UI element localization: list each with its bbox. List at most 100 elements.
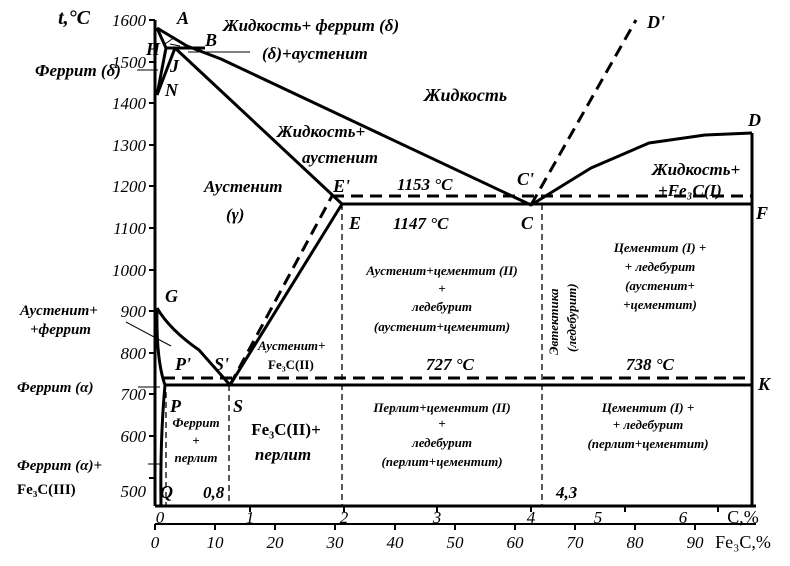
region-text-line: Цементит (I) + bbox=[613, 240, 707, 255]
region-ferrite-alpha: Феррит (α) bbox=[17, 380, 93, 396]
point-j: J bbox=[169, 56, 180, 76]
region-text-line: Цементит (I) + bbox=[601, 400, 695, 415]
region-labels: Жидкость+ феррит (δ) (δ)+аустенит Феррит… bbox=[17, 16, 740, 498]
x-top-tick: 3 bbox=[432, 508, 442, 527]
y-tick: 1300 bbox=[112, 136, 147, 155]
comp-0-8: 0,8 bbox=[203, 483, 225, 502]
region-liquid-fe3c-2: +Fe₃C(I) bbox=[658, 181, 722, 200]
region-text-line: (перлит+цементит) bbox=[381, 454, 502, 469]
x-bottom-tick: 60 bbox=[507, 533, 525, 552]
region-text-line: ледебурит bbox=[411, 435, 472, 450]
stable-system-lines bbox=[163, 19, 752, 386]
dash-c-prime-d-prime bbox=[529, 19, 638, 206]
region-liquid-ferrite-delta: Жидкость+ феррит (δ) bbox=[222, 16, 399, 35]
y-tick: 1500 bbox=[112, 53, 147, 72]
region-text-line: + ледебурит bbox=[613, 417, 684, 432]
y-tick: 1100 bbox=[113, 219, 146, 238]
line-jn bbox=[155, 47, 177, 96]
region-text-line: перлит bbox=[255, 445, 311, 464]
y-axis-title: t,°C bbox=[58, 7, 91, 29]
region-text-line: + bbox=[438, 416, 445, 431]
region-text-line: ледебурит bbox=[411, 299, 472, 314]
point-c: C bbox=[521, 213, 534, 233]
point-s-prime: S' bbox=[214, 354, 229, 374]
y-tick: 700 bbox=[121, 385, 147, 404]
region-austenite-2: (γ) bbox=[226, 205, 244, 224]
point-s: S bbox=[233, 396, 243, 416]
line-gp bbox=[155, 307, 167, 386]
temp-738: 738 °C bbox=[626, 355, 675, 374]
x-top-tick: 0 bbox=[156, 508, 165, 527]
region-liquid-fe3c-1: Жидкость+ bbox=[651, 160, 740, 179]
x-bottom-tick: 10 bbox=[207, 533, 225, 552]
y-tick: 1200 bbox=[112, 177, 147, 196]
y-tick: 900 bbox=[121, 302, 147, 321]
x-axis-top-labels: 0 1 2 3 4 5 6 C,% bbox=[156, 507, 759, 527]
region-ferrite-alpha-fe3c-1: Феррит (α)+ bbox=[17, 458, 102, 474]
region-ferrite-pearlite: Феррит + перлит bbox=[172, 415, 219, 465]
region-text-line: +цементит) bbox=[623, 297, 697, 312]
x-bottom-tick: 30 bbox=[326, 533, 345, 552]
x-top-tick: 4 bbox=[527, 508, 536, 527]
point-b: B bbox=[204, 30, 217, 50]
solidus-je bbox=[173, 46, 344, 206]
region-liquid-austenite-1: Жидкость+ bbox=[276, 122, 365, 141]
y-tick: 500 bbox=[121, 482, 147, 501]
temperature-labels: 1153 °C 1147 °C 727 °C 738 °C 0,8 4,3 bbox=[203, 175, 675, 502]
point-c-prime: C' bbox=[517, 169, 534, 189]
y-tick: 800 bbox=[121, 344, 147, 363]
x-bottom-tick: 70 bbox=[567, 533, 585, 552]
region-cem1-led-lower: Цементит (I) + + ледебурит (перлит+цемен… bbox=[587, 400, 708, 451]
region-austenite-ferrite-2: +феррит bbox=[30, 322, 91, 338]
x-top-tick: 1 bbox=[246, 508, 255, 527]
y-tick: 1400 bbox=[112, 94, 147, 113]
x-top-tick: 5 bbox=[594, 508, 603, 527]
leader-lines bbox=[125, 36, 250, 465]
y-axis-labels: t,°C 1600 1500 1400 1300 1200 1100 1000 … bbox=[58, 7, 146, 501]
y-tick: 600 bbox=[121, 427, 147, 446]
region-text-line: Аустенит+цементит (II) bbox=[365, 263, 518, 278]
phase-lines bbox=[155, 26, 754, 507]
x-bottom-tick: 0 bbox=[151, 533, 160, 552]
point-d-prime: D' bbox=[646, 12, 665, 32]
region-text-line: перлит bbox=[174, 450, 217, 465]
comp-4-3: 4,3 bbox=[555, 483, 578, 502]
point-k: K bbox=[757, 374, 772, 394]
point-q: Q bbox=[160, 482, 173, 502]
point-g: G bbox=[165, 286, 178, 306]
region-austenite-ferrite-1: Аустенит+ bbox=[19, 303, 98, 319]
region-text-line: Fe₃C(II)+ bbox=[251, 420, 321, 439]
region-delta-austenite: (δ)+аустенит bbox=[262, 44, 368, 63]
point-a: A bbox=[176, 8, 189, 28]
region-austenite-1: Аустенит bbox=[203, 177, 283, 196]
point-f: F bbox=[755, 203, 768, 223]
dash-s-prime-e-prime bbox=[228, 195, 334, 386]
axes-frame bbox=[149, 19, 756, 530]
line-gs bbox=[155, 307, 232, 386]
point-e: E bbox=[348, 213, 361, 233]
x-axis-bottom-labels: 0 10 20 30 40 50 60 70 80 90 Fe₃C,% bbox=[151, 532, 771, 552]
region-pearl-cem-led: Перлит+цементит (II) + ледебурит (перлит… bbox=[372, 400, 510, 469]
region-aust-cem-led: Аустенит+цементит (II) + ледебурит (ауст… bbox=[365, 263, 518, 334]
region-text-line: (ледебурит) bbox=[564, 283, 579, 352]
line-se bbox=[228, 203, 344, 386]
y-tick: 1000 bbox=[112, 261, 147, 280]
region-fe3c2-pearlite: Fe₃C(II)+ перлит bbox=[251, 420, 321, 464]
region-text-line: + ледебурит bbox=[625, 259, 696, 274]
region-text-line: Перлит+цементит (II) bbox=[372, 400, 510, 415]
region-text-line: Феррит bbox=[172, 415, 219, 430]
region-text-line: (перлит+цементит) bbox=[587, 436, 708, 451]
region-cem1-led-upper: Цементит (I) + + ледебурит (аустенит+ +ц… bbox=[613, 240, 707, 312]
line-pq bbox=[159, 384, 167, 507]
point-d: D bbox=[747, 110, 761, 130]
x-bottom-title: Fe₃C,% bbox=[715, 532, 771, 552]
region-text-line: (аустенит+цементит) bbox=[374, 319, 510, 334]
x-bottom-tick: 50 bbox=[447, 533, 465, 552]
region-text-line: (аустенит+ bbox=[625, 278, 695, 293]
composition-guides bbox=[165, 204, 543, 506]
point-h: H bbox=[145, 39, 161, 59]
region-ferrite-alpha-fe3c-2: Fe₃C(III) bbox=[17, 482, 76, 498]
temp-727: 727 °C bbox=[426, 355, 475, 374]
region-austenite-fe3c2-1: Аустенит+ bbox=[257, 338, 325, 353]
